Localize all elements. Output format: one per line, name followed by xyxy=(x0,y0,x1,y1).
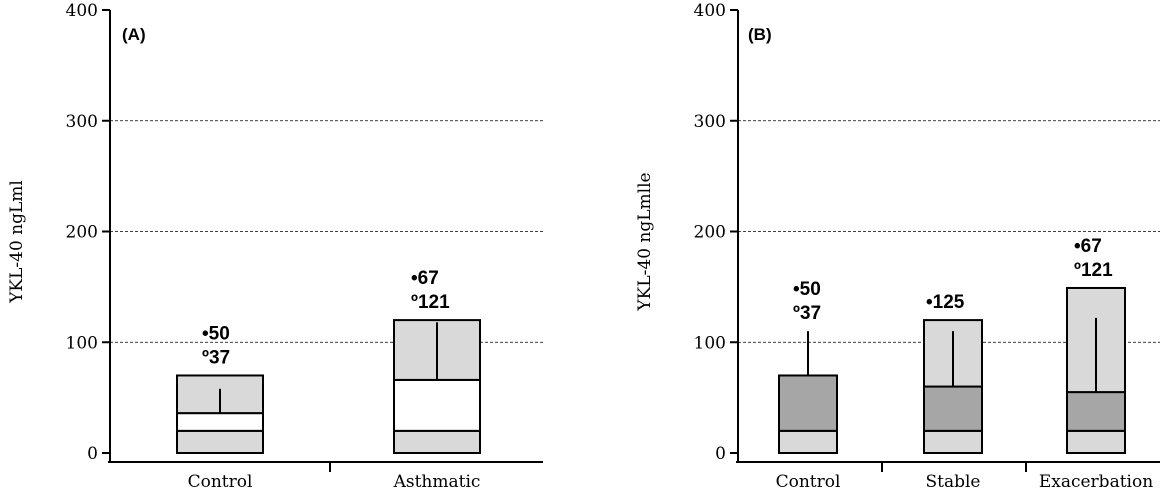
bar-annotation: •125 xyxy=(926,292,965,313)
bar-stable xyxy=(923,319,983,455)
bar-segment xyxy=(176,412,264,432)
category-label: Control xyxy=(776,472,841,490)
category-label: Asthmatic xyxy=(393,472,481,490)
panel-label: (B) xyxy=(748,25,772,44)
bar-annotation: •67 xyxy=(1074,236,1102,257)
y-axis-title: YKL-40 ngLmlle xyxy=(635,172,655,311)
bar-segment xyxy=(393,378,481,432)
panel-a: 0 100 200 300 400 YKL-40 ngLml (A) Control •50 º3… xyxy=(7,1,543,490)
bar-segment xyxy=(393,429,481,455)
panel-label: (A) xyxy=(122,25,146,44)
y-tick-label: 100 xyxy=(694,333,726,353)
y-tick-label: 400 xyxy=(66,1,98,21)
bar-segment xyxy=(1066,391,1126,432)
bar-annotation: º121 xyxy=(411,292,450,313)
bar-annotation: º37 xyxy=(793,303,821,324)
panel-b: 0 100 200 300 400 YKL-40 ngLmlle (B) Control •50… xyxy=(635,1,1160,490)
bar-exacerbation xyxy=(1066,286,1126,455)
y-axis-title: YKL-40 ngLml xyxy=(7,180,27,304)
bar-control xyxy=(778,331,838,455)
bar-segment xyxy=(923,429,983,455)
bar-segment xyxy=(778,374,838,432)
y-tick-label: 400 xyxy=(694,1,726,21)
y-tick-label: 0 xyxy=(87,444,98,464)
y-tick-label: 300 xyxy=(694,112,726,132)
y-tick-label: 300 xyxy=(66,112,98,132)
y-tick-label: 200 xyxy=(66,223,98,243)
bar-annotation: º121 xyxy=(1074,260,1113,281)
bar-annotation: •67 xyxy=(411,268,439,289)
bar-annotation: •50 xyxy=(202,323,230,344)
bar-segment xyxy=(923,385,983,432)
y-tick-label: 200 xyxy=(694,223,726,243)
bar-segment xyxy=(778,429,838,455)
bar-segment xyxy=(176,429,264,455)
category-label: Control xyxy=(188,472,253,490)
bar-control xyxy=(176,374,264,455)
y-tick-label: 0 xyxy=(715,444,726,464)
category-label: Stable xyxy=(926,472,981,490)
bar-segment xyxy=(1066,429,1126,455)
y-tick-label: 100 xyxy=(66,333,98,353)
category-label: Exacerbation xyxy=(1039,472,1153,490)
bar-annotation: •50 xyxy=(793,279,821,300)
bar-asthmatic xyxy=(393,319,481,455)
bar-annotation: º37 xyxy=(202,347,230,368)
